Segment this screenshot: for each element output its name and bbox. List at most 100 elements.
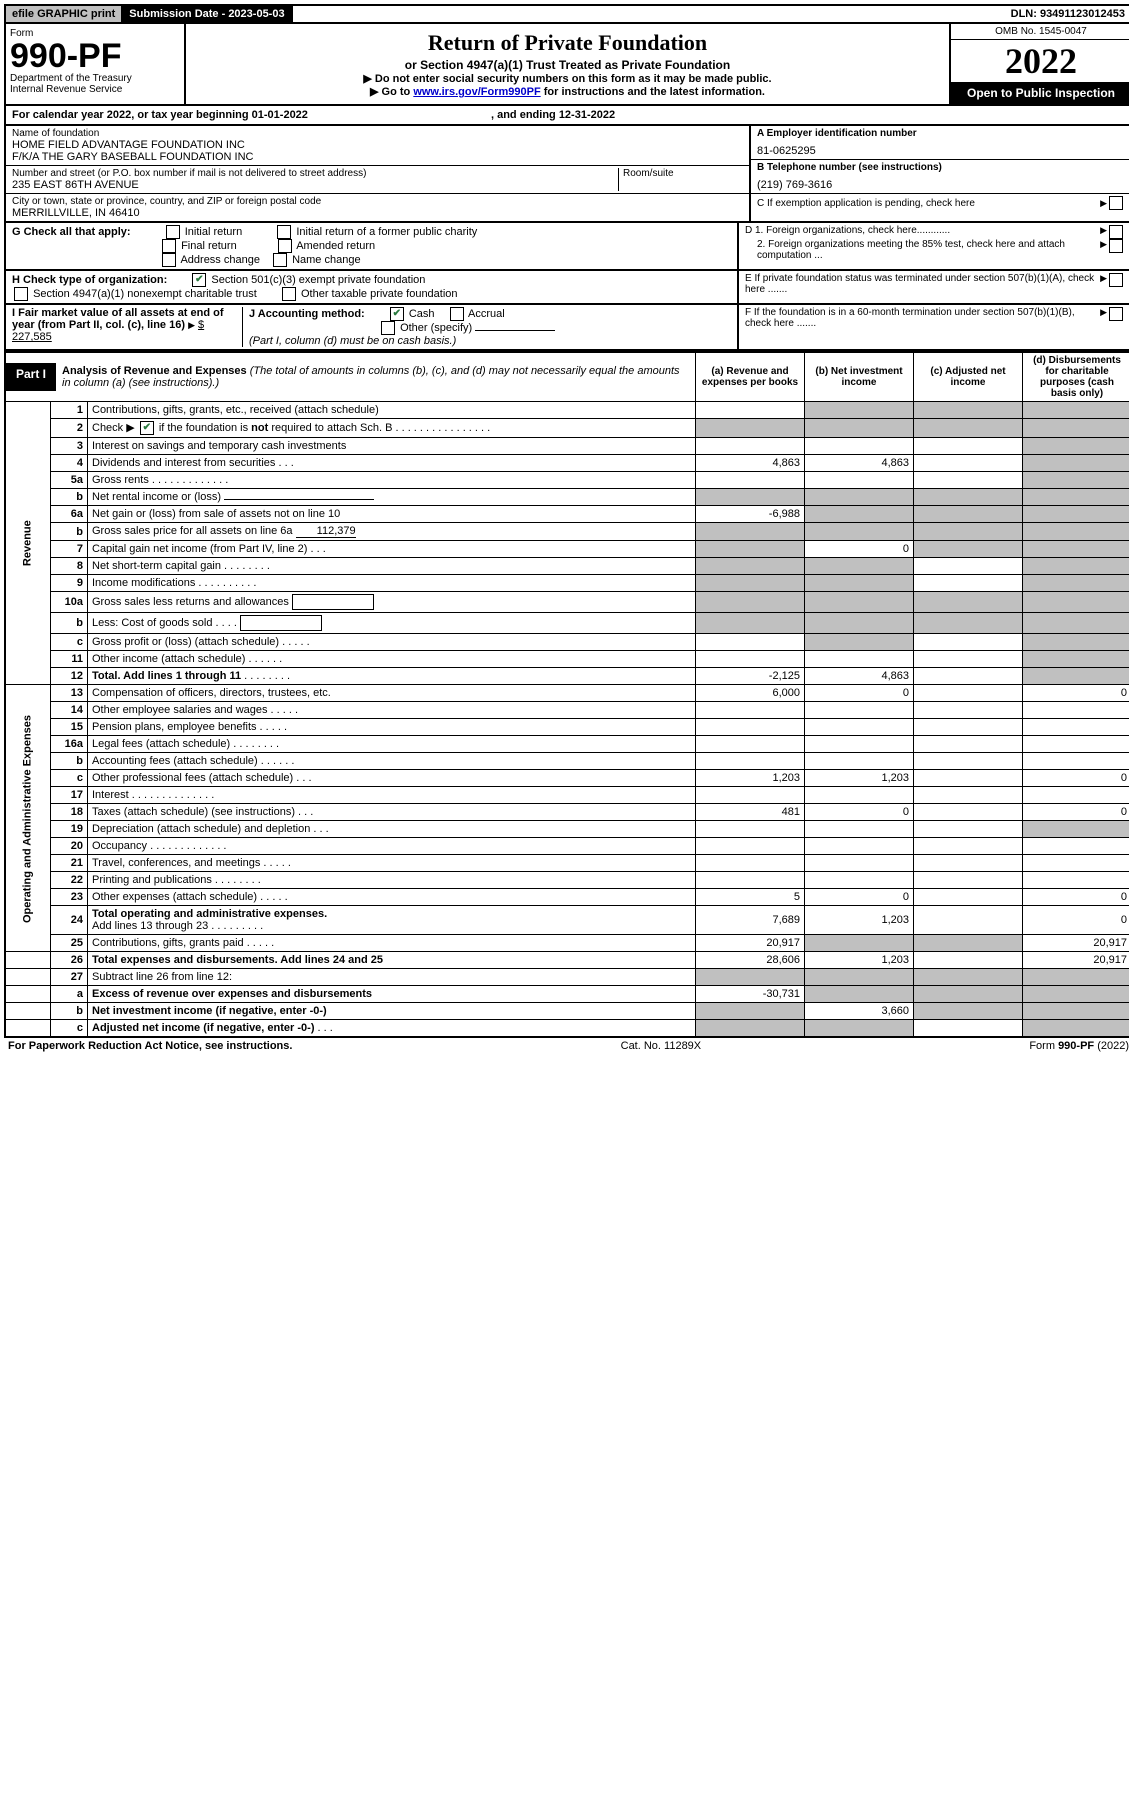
line-23: Other expenses (attach schedule) . . . .… (88, 889, 696, 906)
efile-label[interactable]: efile GRAPHIC print (6, 6, 123, 22)
line-16a: Legal fees (attach schedule) . . . . . .… (88, 736, 696, 753)
line-17: Interest . . . . . . . . . . . . . . (88, 787, 696, 804)
line-14: Other employee salaries and wages . . . … (88, 702, 696, 719)
g-label: G Check all that apply: (12, 226, 131, 238)
arrow-icon (188, 319, 195, 331)
line-11: Other income (attach schedule) . . . . .… (88, 651, 696, 668)
name-label: Name of foundation (12, 128, 743, 139)
expenses-side-label: Operating and Administrative Expenses (5, 685, 51, 952)
line-24-d: 0 (1023, 906, 1129, 935)
amended-return-checkbox[interactable] (278, 239, 292, 253)
line-24: Total operating and administrative expen… (88, 906, 696, 935)
line-4: Dividends and interest from securities .… (88, 455, 696, 472)
d1-label: D 1. Foreign organizations, check here..… (745, 225, 1100, 236)
line-22: Printing and publications . . . . . . . … (88, 872, 696, 889)
initial-return-checkbox[interactable] (166, 225, 180, 239)
line-27c: Adjusted net income (if negative, enter … (88, 1020, 696, 1038)
address-change-checkbox[interactable] (162, 253, 176, 267)
calendar-year: For calendar year 2022, or tax year begi… (4, 106, 1129, 126)
room-label: Room/suite (623, 168, 743, 179)
terminated-checkbox[interactable] (1109, 273, 1123, 287)
street-address: 235 EAST 86TH AVENUE (12, 179, 618, 191)
accrual-checkbox[interactable] (450, 307, 464, 321)
form990pf-link[interactable]: www.irs.gov/Form990PF (413, 86, 540, 98)
line-18: Taxes (attach schedule) (see instruction… (88, 804, 696, 821)
part1-label: Part I (6, 363, 56, 391)
section-g-d: G Check all that apply: Initial return I… (4, 223, 1129, 271)
line-16c-b: 1,203 (805, 770, 914, 787)
col-a-header: (a) Revenue and expenses per books (696, 352, 805, 402)
submission-date: Submission Date - 2023-05-03 (123, 6, 292, 22)
top-bar: efile GRAPHIC print Submission Date - 20… (4, 4, 1129, 24)
line-26-d: 20,917 (1023, 952, 1129, 969)
col-d-header: (d) Disbursements for charitable purpose… (1023, 352, 1129, 402)
line-26-a: 28,606 (696, 952, 805, 969)
line-6b: Gross sales price for all assets on line… (88, 523, 696, 541)
address-label: Number and street (or P.O. box number if… (12, 168, 618, 179)
foundation-name-1: HOME FIELD ADVANTAGE FOUNDATION INC (12, 139, 743, 151)
ein-value: 81-0625295 (757, 139, 1125, 157)
line-16b: Accounting fees (attach schedule) . . . … (88, 753, 696, 770)
line-12: Total. Add lines 1 through 11 . . . . . … (88, 668, 696, 685)
exemption-pending-checkbox[interactable] (1109, 196, 1123, 210)
line-4-b: 4,863 (805, 455, 914, 472)
city-label: City or town, state or province, country… (12, 196, 743, 207)
tax-year: 2022 (951, 40, 1129, 82)
line-15: Pension plans, employee benefits . . . .… (88, 719, 696, 736)
catalog-number: Cat. No. 11289X (621, 1040, 702, 1052)
ein-label: A Employer identification number (757, 128, 917, 139)
form-header: Form 990-PF Department of the Treasury I… (4, 24, 1129, 106)
4947-checkbox[interactable] (14, 287, 28, 301)
line-19: Depreciation (attach schedule) and deple… (88, 821, 696, 838)
cash-checkbox[interactable] (390, 307, 404, 321)
line-2: Check ▶ if the foundation is not require… (88, 419, 696, 438)
line-26: Total expenses and disbursements. Add li… (88, 952, 696, 969)
line-18-d: 0 (1023, 804, 1129, 821)
line-13-b: 0 (805, 685, 914, 702)
line-26-b: 1,203 (805, 952, 914, 969)
line-27b: Net investment income (if negative, ente… (88, 1003, 696, 1020)
501c3-checkbox[interactable] (192, 273, 206, 287)
line-27a: Excess of revenue over expenses and disb… (88, 986, 696, 1003)
col-c-header: (c) Adjusted net income (914, 352, 1023, 402)
dln: DLN: 93491123012453 (1005, 6, 1129, 22)
line-24-b: 1,203 (805, 906, 914, 935)
note-ssn: ▶ Do not enter social security numbers o… (190, 72, 945, 85)
line-23-d: 0 (1023, 889, 1129, 906)
entity-info: Name of foundation HOME FIELD ADVANTAGE … (4, 126, 1129, 223)
line-9: Income modifications . . . . . . . . . . (88, 575, 696, 592)
60month-checkbox[interactable] (1109, 307, 1123, 321)
line-10b: Less: Cost of goods sold . . . . (88, 613, 696, 634)
part1-table: Part I Analysis of Revenue and Expenses … (4, 351, 1129, 1038)
line-25-d: 20,917 (1023, 935, 1129, 952)
part1-title: Analysis of Revenue and Expenses (62, 365, 247, 377)
arrow-icon (1100, 307, 1107, 318)
final-return-checkbox[interactable] (162, 239, 176, 253)
line-27b-b: 3,660 (805, 1003, 914, 1020)
foreign-85-checkbox[interactable] (1109, 239, 1123, 253)
schb-checkbox[interactable] (140, 421, 154, 435)
name-change-checkbox[interactable] (273, 253, 287, 267)
line-10a: Gross sales less returns and allowances (88, 592, 696, 613)
form-number: 990-PF (10, 39, 180, 73)
irs: Internal Revenue Service (10, 84, 180, 95)
h-label: H Check type of organization: (12, 274, 167, 286)
d2-label: 2. Foreign organizations meeting the 85%… (757, 239, 1100, 261)
col-b-header: (b) Net investment income (805, 352, 914, 402)
line-21: Travel, conferences, and meetings . . . … (88, 855, 696, 872)
line-16c: Other professional fees (attach schedule… (88, 770, 696, 787)
arrow-icon (1100, 198, 1107, 209)
paperwork-notice: For Paperwork Reduction Act Notice, see … (8, 1040, 292, 1052)
line-16c-d: 0 (1023, 770, 1129, 787)
line-12-a: -2,125 (696, 668, 805, 685)
omb-number: OMB No. 1545-0047 (951, 24, 1129, 40)
form-subtitle: or Section 4947(a)(1) Trust Treated as P… (190, 58, 945, 72)
foreign-org-checkbox[interactable] (1109, 225, 1123, 239)
line-7: Capital gain net income (from Part IV, l… (88, 541, 696, 558)
line-27a-a: -30,731 (696, 986, 805, 1003)
other-taxable-checkbox[interactable] (282, 287, 296, 301)
initial-former-checkbox[interactable] (277, 225, 291, 239)
revenue-side-label: Revenue (5, 402, 51, 685)
other-method-checkbox[interactable] (381, 321, 395, 335)
line-6a: Net gain or (loss) from sale of assets n… (88, 506, 696, 523)
